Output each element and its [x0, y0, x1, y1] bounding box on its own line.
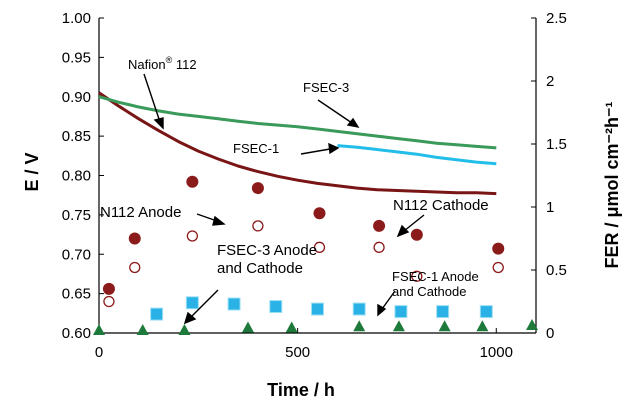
marker-fsec-1-anode-and-cathode	[227, 297, 241, 311]
right-tick-label: 1.5	[546, 136, 567, 153]
marker-fsec-1-anode-and-cathode	[436, 305, 450, 319]
annotation-fsec-3: FSEC-3	[303, 80, 349, 95]
arrowhead-fsec-1-anode-cathode	[377, 303, 387, 317]
arrow-fsec-1-anode-cathode	[381, 290, 396, 310]
arrowhead-fsec-3-anode-cathode	[183, 311, 197, 325]
series-line-fsec-1	[337, 144, 497, 166]
annotation-nafion-112: Nafion® 112	[128, 55, 197, 72]
marker-n112-cathode	[373, 219, 386, 232]
annotation-n112-anode: N112 Anode	[100, 204, 181, 221]
marker-fsec-1-anode-and-cathode	[150, 307, 164, 321]
arrow-fsec-1	[300, 148, 331, 155]
marker-n112-cathode	[128, 232, 141, 245]
arrow-fsec-3-anode-cathode	[189, 289, 219, 319]
marker-fsec-1-anode-and-cathode	[269, 300, 283, 314]
x-axis-label: Time / h	[267, 380, 335, 400]
left-tick-label: 0.95	[62, 49, 91, 66]
marker-n112-anode	[129, 261, 141, 274]
marker-fsec-1-anode-and-cathode	[185, 296, 199, 310]
marker-fsec-3-anode-and-cathode	[285, 321, 298, 333]
arrowhead-n112-anode	[212, 215, 226, 226]
marker-n112-cathode	[492, 242, 505, 255]
left-tick-label: 0.65	[62, 286, 91, 303]
marker-n112-anode	[103, 295, 115, 308]
arrow-fsec-3	[317, 99, 353, 124]
marker-fsec-3-anode-and-cathode	[392, 320, 405, 332]
arrowhead-fsec-3	[346, 117, 360, 129]
marker-fsec-3-anode-and-cathode	[241, 321, 254, 333]
x-tick-label: 0	[95, 344, 103, 361]
left-axis-ticks: 0.60 0.65 0.70 0.75 0.80 0.85 0.90 0.95 1.00	[62, 10, 104, 342]
marker-fsec-3-anode-and-cathode	[438, 320, 451, 332]
left-tick-label: 0.60	[62, 325, 91, 342]
right-tick-label: 2.5	[546, 10, 567, 27]
x-axis-ticks: 0 500 1000	[95, 328, 513, 361]
right-tick-label: 2	[546, 73, 554, 90]
left-axis-label: E / V	[22, 152, 42, 191]
series-lines	[98, 91, 497, 196]
left-tick-label: 0.70	[62, 246, 91, 263]
right-axis-ticks: 0 0.5 1 1.5 2 2.5	[531, 10, 567, 342]
series-line-fsec-3	[98, 95, 497, 150]
marker-fsec-3-anode-and-cathode	[136, 324, 149, 335]
marker-fsec-1-anode-and-cathode	[311, 302, 324, 316]
annotation-fsec-1-anode-cathode: FSEC-1 Anode and Cathode	[392, 269, 482, 299]
annotation-n112-cathode: N112 Cathode	[393, 197, 489, 214]
arrow-nafion	[143, 73, 161, 123]
marker-fsec-1-anode-and-cathode	[352, 302, 366, 316]
marker-fsec-3-anode-and-cathode	[93, 324, 105, 335]
marker-fsec-3-anode-and-cathode	[353, 320, 366, 332]
annotation-fsec-3-anode-cathode: FSEC-3 Anode and Cathode	[217, 242, 321, 277]
arrowhead-nafion	[153, 117, 164, 130]
series-line-nafion-112	[98, 91, 497, 196]
right-axis-label: FER / μmol cm⁻²h⁻¹	[602, 101, 622, 268]
arrow-n112-cathode	[403, 214, 425, 232]
left-tick-label: 0.85	[62, 128, 91, 145]
annotation-fsec-1: FSEC-1	[233, 141, 279, 156]
marker-n112-anode	[252, 220, 264, 232]
left-tick-label: 0.80	[62, 168, 91, 185]
marker-n112-cathode	[313, 207, 326, 220]
right-tick-label: 0	[546, 325, 554, 342]
arrowhead-fsec-1	[328, 142, 340, 155]
annotation-arrows	[143, 73, 425, 325]
right-tick-label: 1	[546, 199, 554, 216]
marker-n112-cathode	[186, 175, 199, 188]
marker-fsec-3-anode-and-cathode	[476, 320, 489, 332]
left-tick-label: 0.75	[62, 207, 91, 224]
marker-n112-anode	[411, 270, 423, 282]
marker-n112-anode	[492, 261, 504, 274]
marker-n112-anode	[186, 230, 199, 242]
x-tick-label: 500	[285, 344, 310, 361]
right-tick-label: 0.5	[546, 262, 567, 279]
marker-n112-anode	[373, 241, 385, 253]
left-tick-label: 1.00	[62, 10, 91, 27]
marker-n112-cathode	[102, 282, 115, 295]
arrowhead-n112-cathode	[396, 224, 410, 238]
marker-fsec-3-anode-and-cathode	[178, 324, 191, 335]
left-tick-label: 0.90	[62, 89, 91, 106]
marker-n112-cathode	[410, 228, 423, 241]
x-tick-label: 1000	[480, 344, 513, 361]
marker-fsec-1-anode-and-cathode	[394, 305, 408, 319]
marker-n112-anode	[313, 241, 326, 253]
marker-fsec-3-anode-and-cathode	[526, 318, 539, 330]
marker-fsec-1-anode-and-cathode	[479, 305, 493, 319]
series-markers	[93, 175, 539, 335]
marker-n112-cathode	[251, 182, 264, 195]
